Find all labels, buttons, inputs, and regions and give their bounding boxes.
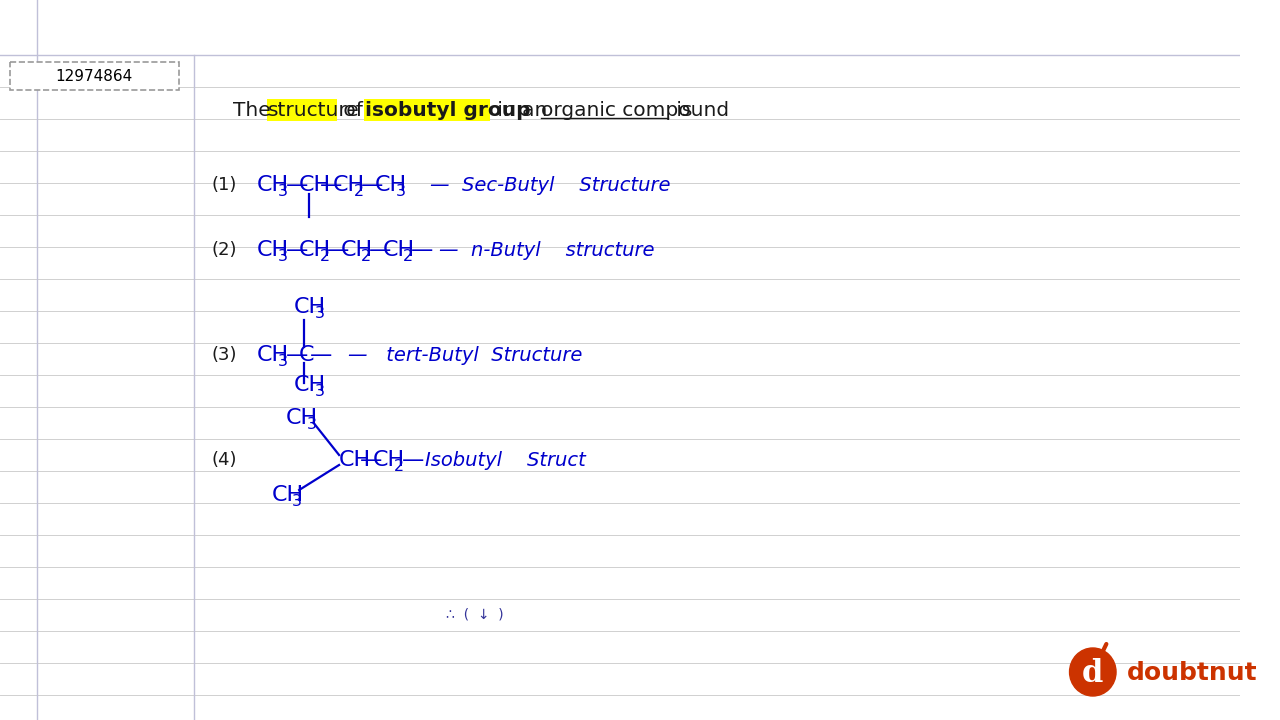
- Text: —: —: [285, 240, 307, 260]
- Text: 3: 3: [278, 354, 288, 369]
- Text: —: —: [285, 345, 307, 365]
- Text: —: —: [411, 240, 434, 260]
- Text: The: The: [233, 101, 276, 120]
- Bar: [365, 99, 490, 121]
- Text: 3: 3: [315, 305, 325, 320]
- Text: 3: 3: [315, 384, 325, 399]
- Text: —   tert-Butyl  Structure: — tert-Butyl Structure: [348, 346, 582, 364]
- Text: 3: 3: [396, 184, 406, 199]
- Text: CH: CH: [257, 175, 289, 195]
- Text: ∴  (  ↓  ): ∴ ( ↓ ): [445, 608, 503, 622]
- Text: d: d: [1082, 657, 1103, 688]
- Text: in an: in an: [492, 101, 554, 120]
- Text: 2: 2: [394, 459, 404, 474]
- Text: 2: 2: [361, 248, 371, 264]
- Text: CH: CH: [294, 297, 326, 317]
- Text: CH: CH: [375, 175, 407, 195]
- Text: CH: CH: [298, 175, 330, 195]
- Text: CH: CH: [285, 408, 317, 428]
- Text: —: —: [361, 175, 384, 195]
- Text: 3: 3: [307, 417, 316, 431]
- Text: —: —: [360, 450, 383, 470]
- Text: of: of: [337, 101, 370, 120]
- Text: CH: CH: [298, 240, 330, 260]
- Text: 3: 3: [278, 248, 288, 264]
- Text: CH: CH: [339, 450, 371, 470]
- Text: doubtnut: doubtnut: [1126, 661, 1257, 685]
- Text: (4): (4): [211, 451, 237, 469]
- Text: CH: CH: [257, 240, 289, 260]
- Text: —: —: [285, 175, 307, 195]
- Text: structure: structure: [269, 101, 360, 120]
- Text: Isobutyl    Struct: Isobutyl Struct: [425, 451, 585, 469]
- Text: —: —: [328, 240, 349, 260]
- Text: 2: 2: [403, 248, 413, 264]
- Text: organic compound: organic compound: [540, 101, 728, 120]
- Text: CH: CH: [374, 450, 406, 470]
- Text: —  Sec-Butyl    Structure: — Sec-Butyl Structure: [430, 176, 671, 194]
- Text: CH: CH: [340, 240, 372, 260]
- Text: 12974864: 12974864: [55, 68, 133, 84]
- Text: CH: CH: [333, 175, 365, 195]
- Text: C: C: [298, 345, 314, 365]
- Text: 3: 3: [278, 184, 288, 199]
- Text: isobutyl group: isobutyl group: [365, 101, 531, 120]
- Text: —  n-Butyl    structure: — n-Butyl structure: [439, 240, 654, 259]
- Text: 3: 3: [292, 494, 302, 508]
- Text: CH: CH: [271, 485, 303, 505]
- Text: (2): (2): [211, 241, 237, 259]
- Text: is: is: [671, 101, 692, 120]
- Text: CH: CH: [383, 240, 415, 260]
- Text: —: —: [310, 345, 333, 365]
- Text: (1): (1): [211, 176, 237, 194]
- Circle shape: [1070, 648, 1116, 696]
- Text: 2: 2: [353, 184, 364, 199]
- Text: CH: CH: [294, 375, 326, 395]
- Text: 2: 2: [320, 248, 330, 264]
- Text: —: —: [402, 450, 424, 470]
- Text: —: —: [369, 240, 392, 260]
- Text: CH: CH: [257, 345, 289, 365]
- Text: (3): (3): [211, 346, 237, 364]
- Bar: [268, 99, 337, 121]
- FancyBboxPatch shape: [10, 62, 179, 90]
- Text: —: —: [320, 175, 342, 195]
